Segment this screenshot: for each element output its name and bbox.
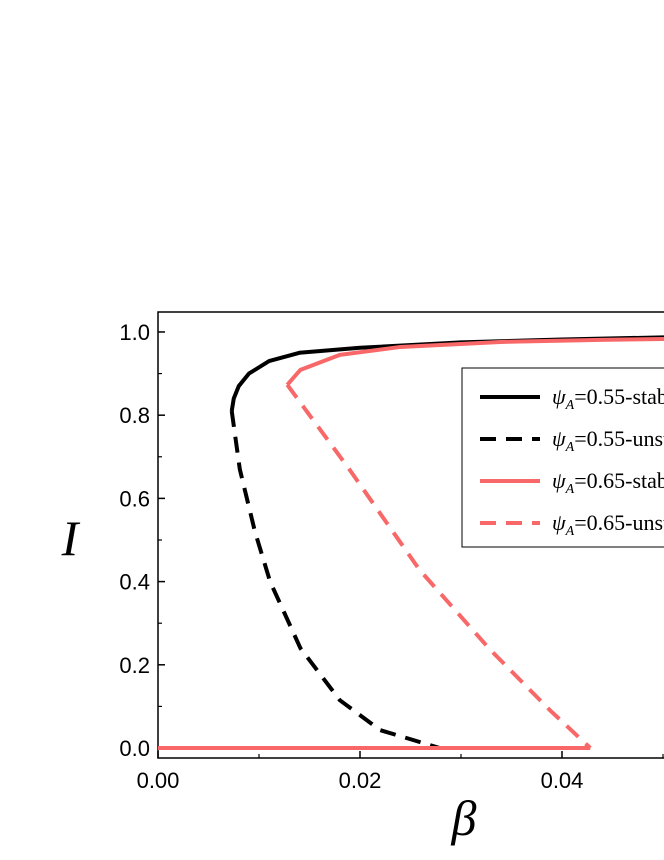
legend-label: ψA=0.55-unstable	[552, 426, 664, 455]
legend-label: ψA=0.55-stable	[552, 384, 664, 413]
y-tick-label: 1.0	[119, 320, 150, 345]
legend: ψA=0.55-stable ψA=0.55-unstable ψA=0.65-st…	[461, 367, 664, 548]
y-tick-label: 0.8	[119, 403, 150, 428]
x-tick-label: 0.02	[339, 768, 382, 793]
y-tick-label: 0.4	[119, 570, 150, 595]
y-axis-title: I	[61, 510, 81, 566]
x-tick-label: 0.04	[541, 768, 584, 793]
series-line	[229, 410, 441, 750]
series-line	[158, 337, 664, 751]
legend-label: ψA=0.65-unstable	[552, 510, 664, 539]
legend-label: ψA=0.65-stable	[552, 468, 664, 497]
y-tick-label: 0.0	[119, 736, 150, 761]
series-line	[285, 383, 592, 750]
y-tick-label: 0.6	[119, 486, 150, 511]
x-axis-title: β	[451, 790, 477, 846]
x-tick-label: 0.00	[137, 768, 180, 793]
y-tick-label: 0.2	[119, 653, 150, 678]
